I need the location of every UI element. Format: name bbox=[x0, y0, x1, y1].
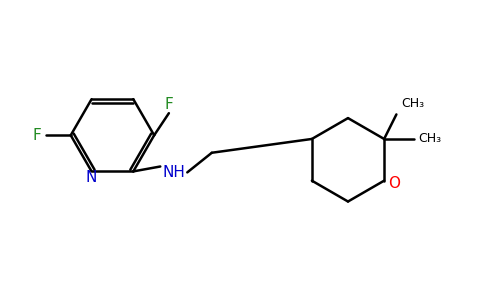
Text: N: N bbox=[86, 170, 97, 185]
Text: NH: NH bbox=[162, 165, 185, 180]
Text: CH₃: CH₃ bbox=[418, 133, 441, 146]
Text: CH₃: CH₃ bbox=[401, 97, 424, 110]
Text: F: F bbox=[33, 128, 42, 143]
Text: O: O bbox=[388, 176, 400, 190]
Text: F: F bbox=[165, 97, 173, 112]
